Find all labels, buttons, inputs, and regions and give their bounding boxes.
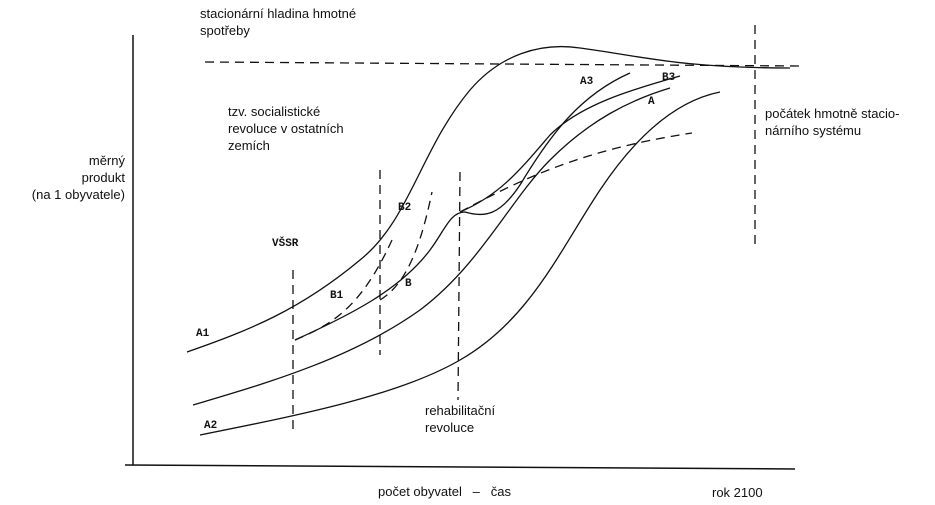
revolutions-note: revoluce v ostatních <box>228 121 344 136</box>
curve-a2 <box>199 91 721 436</box>
curve-label: A2 <box>204 420 217 432</box>
revolutions-note: zemích <box>228 138 270 153</box>
curve-b3 <box>459 75 681 213</box>
curve-label: B2 <box>398 202 411 214</box>
rehab-note: rehabilitační <box>425 403 495 418</box>
stationary-level <box>204 61 801 67</box>
curve-extension <box>459 132 693 213</box>
y-axis-label: měrný <box>89 153 126 168</box>
curve-b1 <box>294 239 393 341</box>
x-axis <box>124 464 796 470</box>
curve-label: A <box>648 96 655 108</box>
curve-label: B <box>405 278 412 290</box>
top-note: spotřeby <box>200 23 250 38</box>
x-axis-label: počet obyvatel – čas <box>378 484 511 499</box>
y-axis-label: produkt <box>82 170 126 185</box>
curve-label: A1 <box>196 328 210 340</box>
top-note: stacionární hladina hmotné <box>200 6 356 21</box>
y-axis-label: (na 1 obyvatele) <box>32 187 125 202</box>
curve-a <box>192 87 671 406</box>
curve-a1 <box>186 45 791 353</box>
stationary-note: počátek hmotně stacio- <box>765 106 899 121</box>
curve-b2 <box>379 191 433 301</box>
curve-label: A3 <box>580 76 594 88</box>
curve-a3 <box>294 72 631 341</box>
axes <box>124 35 796 470</box>
rehab-line <box>457 171 461 401</box>
rehab-note: revoluce <box>425 420 474 435</box>
stationary-note: nárního systému <box>765 123 861 138</box>
revolutions-note: tzv. socialistické <box>228 104 320 119</box>
curve-label: B1 <box>330 290 344 302</box>
curve-label: VŠSR <box>272 236 299 250</box>
curve-label: B3 <box>662 72 676 84</box>
year-label: rok 2100 <box>712 485 763 500</box>
